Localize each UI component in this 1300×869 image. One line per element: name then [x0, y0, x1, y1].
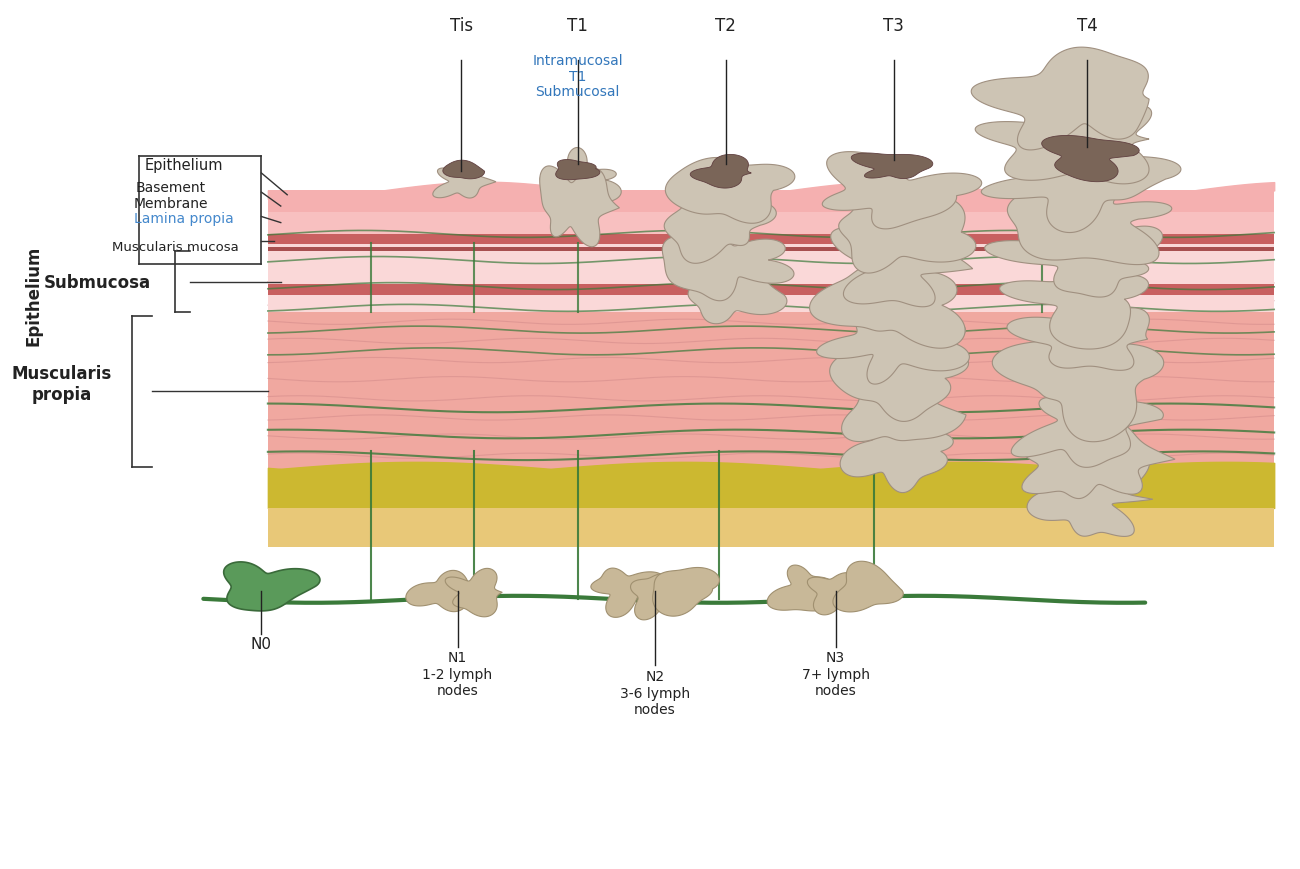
Bar [268, 285, 1274, 295]
Polygon shape [540, 167, 619, 248]
Polygon shape [975, 93, 1152, 184]
Polygon shape [1008, 169, 1171, 265]
Bar [268, 248, 1274, 252]
Text: T1: T1 [569, 70, 586, 83]
Polygon shape [1008, 295, 1149, 371]
Bar [268, 252, 1274, 469]
Polygon shape [767, 566, 836, 611]
Polygon shape [816, 314, 970, 385]
Polygon shape [630, 574, 685, 620]
Text: Epithelium: Epithelium [144, 157, 224, 173]
Polygon shape [810, 265, 965, 348]
Polygon shape [662, 236, 794, 302]
Bar [268, 213, 1274, 235]
Polygon shape [666, 158, 794, 224]
Polygon shape [540, 149, 621, 203]
Text: Submucosal: Submucosal [536, 85, 620, 99]
Text: Muscularis mucosa: Muscularis mucosa [112, 242, 238, 254]
Polygon shape [852, 154, 933, 179]
Bar [268, 508, 1274, 547]
Bar [268, 240, 1274, 252]
Text: Basement
Membrane: Basement Membrane [134, 181, 208, 210]
Polygon shape [688, 269, 786, 324]
Text: T3: T3 [883, 17, 903, 35]
Text: Submucosa: Submucosa [44, 274, 151, 291]
Polygon shape [445, 568, 502, 617]
Polygon shape [807, 573, 862, 615]
Text: Tis: Tis [450, 17, 473, 35]
Polygon shape [841, 383, 966, 442]
Bar [268, 240, 1274, 313]
Text: N0: N0 [251, 636, 272, 651]
Polygon shape [224, 562, 320, 611]
Polygon shape [831, 228, 972, 308]
Polygon shape [1022, 422, 1175, 499]
Text: T1: T1 [567, 17, 588, 35]
Text: Muscularis
propia: Muscularis propia [12, 365, 112, 403]
Text: T4: T4 [1076, 17, 1097, 35]
Polygon shape [433, 169, 495, 199]
Polygon shape [1027, 448, 1153, 537]
Bar [268, 235, 1274, 245]
Polygon shape [982, 131, 1180, 233]
Polygon shape [406, 571, 478, 612]
Polygon shape [555, 161, 599, 181]
Polygon shape [1000, 244, 1148, 349]
Polygon shape [690, 156, 751, 189]
Polygon shape [992, 332, 1164, 442]
Text: N3
7+ lymph
nodes: N3 7+ lymph nodes [802, 650, 870, 698]
Polygon shape [833, 561, 904, 613]
Polygon shape [823, 152, 982, 229]
Text: Epithelium: Epithelium [23, 245, 42, 346]
Polygon shape [838, 196, 976, 274]
Bar [268, 191, 1274, 547]
Text: Intramucosal: Intramucosal [532, 54, 623, 68]
Bar [268, 191, 1274, 213]
Polygon shape [984, 214, 1162, 298]
Text: N2
3-6 lymph
nodes: N2 3-6 lymph nodes [620, 669, 690, 717]
Polygon shape [1041, 136, 1139, 182]
Text: N1
1-2 lymph
nodes: N1 1-2 lymph nodes [422, 650, 493, 698]
Polygon shape [1011, 367, 1164, 468]
Text: Lamina propia: Lamina propia [134, 212, 234, 226]
Polygon shape [592, 568, 663, 618]
Polygon shape [971, 48, 1149, 150]
Polygon shape [653, 567, 719, 616]
Polygon shape [840, 409, 953, 493]
Text: T2: T2 [715, 17, 736, 35]
Polygon shape [664, 187, 776, 264]
Polygon shape [443, 161, 485, 180]
Polygon shape [829, 341, 968, 422]
